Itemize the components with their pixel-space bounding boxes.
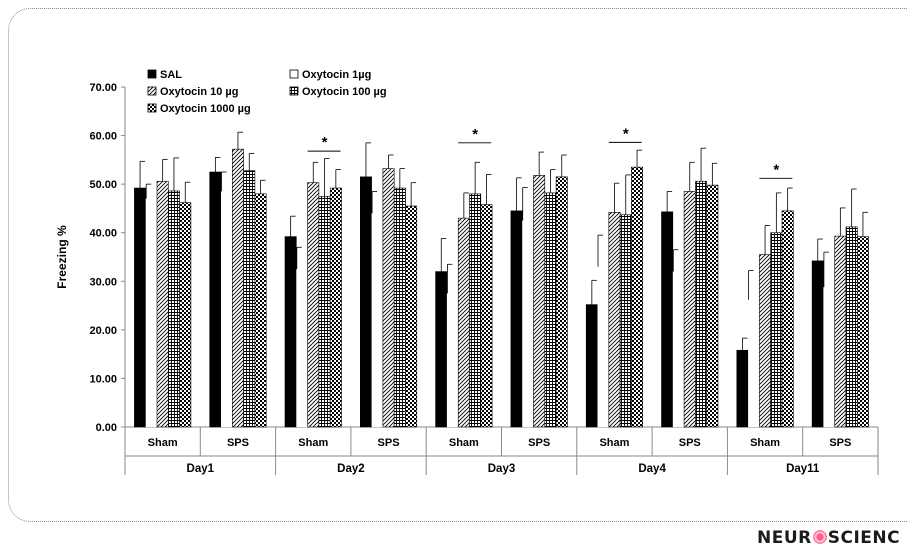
bar <box>168 190 180 428</box>
bar <box>736 349 749 428</box>
significance-star: * <box>472 126 478 143</box>
bar <box>156 180 169 428</box>
x-group-label: SPS <box>679 437 701 449</box>
bar <box>555 176 568 428</box>
bar <box>845 226 858 428</box>
x-day-label: Day11 <box>786 463 820 475</box>
y-tick-label: 60.00 <box>89 131 117 143</box>
x-group-label: SPS <box>227 437 249 449</box>
bar <box>672 271 685 427</box>
x-day-label: Day4 <box>638 463 666 475</box>
y-tick-label: 10.00 <box>89 373 117 385</box>
legend-swatch <box>147 103 157 113</box>
bar <box>405 205 418 428</box>
legend-swatch <box>147 69 157 79</box>
brand-logo: NEUR SCIENC <box>757 528 900 548</box>
x-group-label: Sham <box>148 437 178 449</box>
chart-frame <box>8 8 908 522</box>
x-group-label: SPS <box>528 437 550 449</box>
bar-chart: 0.00 10.00 20.00 30.00 40.00 50.00 60.00 70.00 F… <box>55 69 879 475</box>
bar <box>232 148 244 428</box>
bar <box>770 232 783 428</box>
bar <box>748 299 760 427</box>
y-tick-label: 50.00 <box>89 179 117 191</box>
bar <box>631 166 644 428</box>
bar <box>296 269 308 427</box>
legend-swatch <box>289 86 299 96</box>
x-day-label: Day1 <box>187 463 215 475</box>
bar <box>608 212 621 428</box>
bar <box>480 204 493 428</box>
significance-star: * <box>773 161 779 178</box>
x-group-label: SPS <box>829 437 851 449</box>
legend-label: SAL <box>160 69 182 81</box>
bar <box>834 235 847 428</box>
bar <box>544 192 557 428</box>
bar <box>243 170 256 428</box>
significance-star: * <box>623 125 629 142</box>
bar <box>307 182 320 428</box>
y-tick-label: 0.00 <box>96 422 117 434</box>
bar <box>597 266 609 427</box>
bar <box>585 304 598 428</box>
bar <box>254 193 267 428</box>
bar <box>619 214 632 428</box>
bar <box>329 187 342 428</box>
bar <box>221 191 233 427</box>
bars <box>134 148 869 428</box>
bar <box>856 236 869 428</box>
bar <box>145 198 157 427</box>
brand-text-right: SCIENC <box>827 528 901 548</box>
bar <box>446 293 459 427</box>
axes: 0.00 10.00 20.00 30.00 40.00 50.00 60.00 70.00 F… <box>55 82 879 475</box>
x-group-label: Sham <box>750 437 780 449</box>
bar <box>393 187 406 428</box>
bar <box>435 271 448 428</box>
y-tick-label: 70.00 <box>89 82 117 94</box>
bar <box>683 191 696 428</box>
bar <box>209 171 222 428</box>
bar <box>759 254 772 428</box>
error-bars <box>139 131 868 351</box>
x-day-label: Day3 <box>488 463 516 475</box>
bar <box>695 180 708 428</box>
y-tick-label: 30.00 <box>89 276 117 288</box>
bar <box>510 210 523 428</box>
bar <box>457 217 470 428</box>
y-tick-label: 20.00 <box>89 325 117 337</box>
x-group-label: Sham <box>449 437 479 449</box>
significance-markers: * * * * <box>307 125 793 179</box>
x-group-label: Sham <box>298 437 328 449</box>
legend-swatch <box>147 86 157 96</box>
bar <box>781 210 794 428</box>
bar <box>661 211 674 428</box>
bar <box>179 202 192 428</box>
x-group-label: Sham <box>599 437 629 449</box>
bar <box>823 287 835 427</box>
brain-icon <box>812 530 827 544</box>
y-tick-label: 40.00 <box>89 228 117 240</box>
legend: SAL Oxytocin 1µg Oxytocin 10 µg Oxytocin 10… <box>147 69 387 115</box>
legend-label: Oxytocin 1000 µg <box>160 103 251 115</box>
bar <box>706 184 719 428</box>
bar <box>371 213 383 427</box>
legend-label: Oxytocin 100 µg <box>302 86 387 98</box>
x-group-label: SPS <box>378 437 400 449</box>
legend-label: Oxytocin 1µg <box>302 69 371 81</box>
legend-label: Oxytocin 10 µg <box>160 86 238 98</box>
bar <box>811 260 824 428</box>
y-axis-title: Freezing % <box>55 225 69 289</box>
brand-text-left: NEUR <box>757 528 812 548</box>
significance-star: * <box>322 134 328 151</box>
x-day-label: Day2 <box>337 463 365 475</box>
bar <box>382 168 395 428</box>
bar <box>469 193 482 428</box>
legend-swatch <box>289 69 299 79</box>
bar <box>359 176 372 428</box>
bar <box>134 187 146 428</box>
bar <box>318 195 331 428</box>
bar <box>284 236 297 428</box>
bar <box>522 220 534 427</box>
bar <box>533 175 546 428</box>
